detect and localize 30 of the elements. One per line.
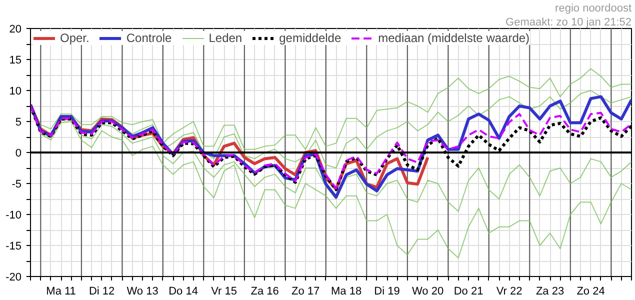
y-tick-label: 5 [15,116,22,128]
x-tick-label: Wo 13 [126,286,158,298]
legend-label: mediaan (middelste waarde) [378,31,530,45]
chart-title: regio noordoost [555,2,632,14]
x-tick-label: Zo 17 [291,286,320,298]
x-tick-label: Zo 24 [576,286,605,298]
y-tick-label: -15 [6,240,22,252]
x-tick-label: Za 23 [536,286,564,298]
x-tick-label: Ma 11 [46,286,76,298]
chart-subtitle: Gemaakt: zo 10 jan 21:52 [506,16,632,28]
x-tick-label: Za 16 [250,286,279,298]
legend-label: gemiddelde [279,31,342,45]
y-tick-label: 15 [9,54,22,66]
x-tick-label: Di 12 [88,286,115,298]
y-tick-label: 10 [9,86,22,98]
x-tick-label: Vr 22 [496,286,522,298]
x-tick-label: Do 14 [168,286,198,298]
x-tick-label: Wo 20 [412,286,444,298]
y-tick-label: 20 [9,24,22,36]
y-tick-label: 0 [15,148,22,160]
legend-label: Controle [126,31,172,45]
y-tick-label: -20 [6,272,22,284]
x-tick-label: Do 21 [454,286,484,298]
legend-label: Leden [208,31,242,45]
x-tick-label: Vr 15 [211,286,237,298]
y-tick-label: -10 [6,210,22,222]
x-tick-label: Di 19 [374,286,400,298]
x-tick-label: Ma 18 [330,286,362,298]
legend-label: Oper. [60,31,90,45]
y-tick-label: -5 [12,178,22,190]
